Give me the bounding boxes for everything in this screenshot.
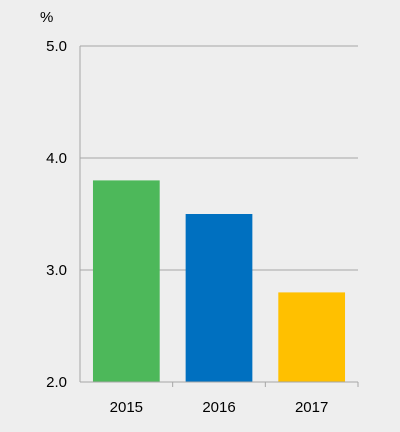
y-tick-label: 4.0 (46, 150, 67, 167)
y-tick-label: 5.0 (46, 38, 67, 55)
y-tick-label: 3.0 (46, 262, 67, 279)
x-tick-label: 2017 (295, 399, 328, 416)
x-tick-label: 2015 (110, 399, 143, 416)
y-tick-labels: 2.0 3.0 4.0 5.0 (46, 38, 67, 391)
bar-2015 (92, 180, 160, 382)
x-tick-labels: 2015 2016 2017 (110, 399, 329, 416)
bar-2017 (278, 292, 346, 382)
axes (79, 46, 359, 387)
x-tick-label: 2016 (202, 399, 235, 416)
bar-2016 (185, 214, 253, 382)
y-axis-unit-label: % (40, 9, 53, 26)
y-tick-label: 2.0 (46, 374, 67, 391)
bars (92, 180, 346, 382)
